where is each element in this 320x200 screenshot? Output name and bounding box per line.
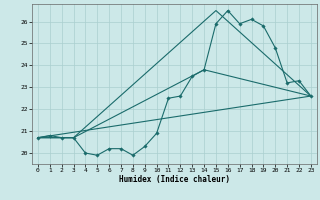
X-axis label: Humidex (Indice chaleur): Humidex (Indice chaleur): [119, 175, 230, 184]
